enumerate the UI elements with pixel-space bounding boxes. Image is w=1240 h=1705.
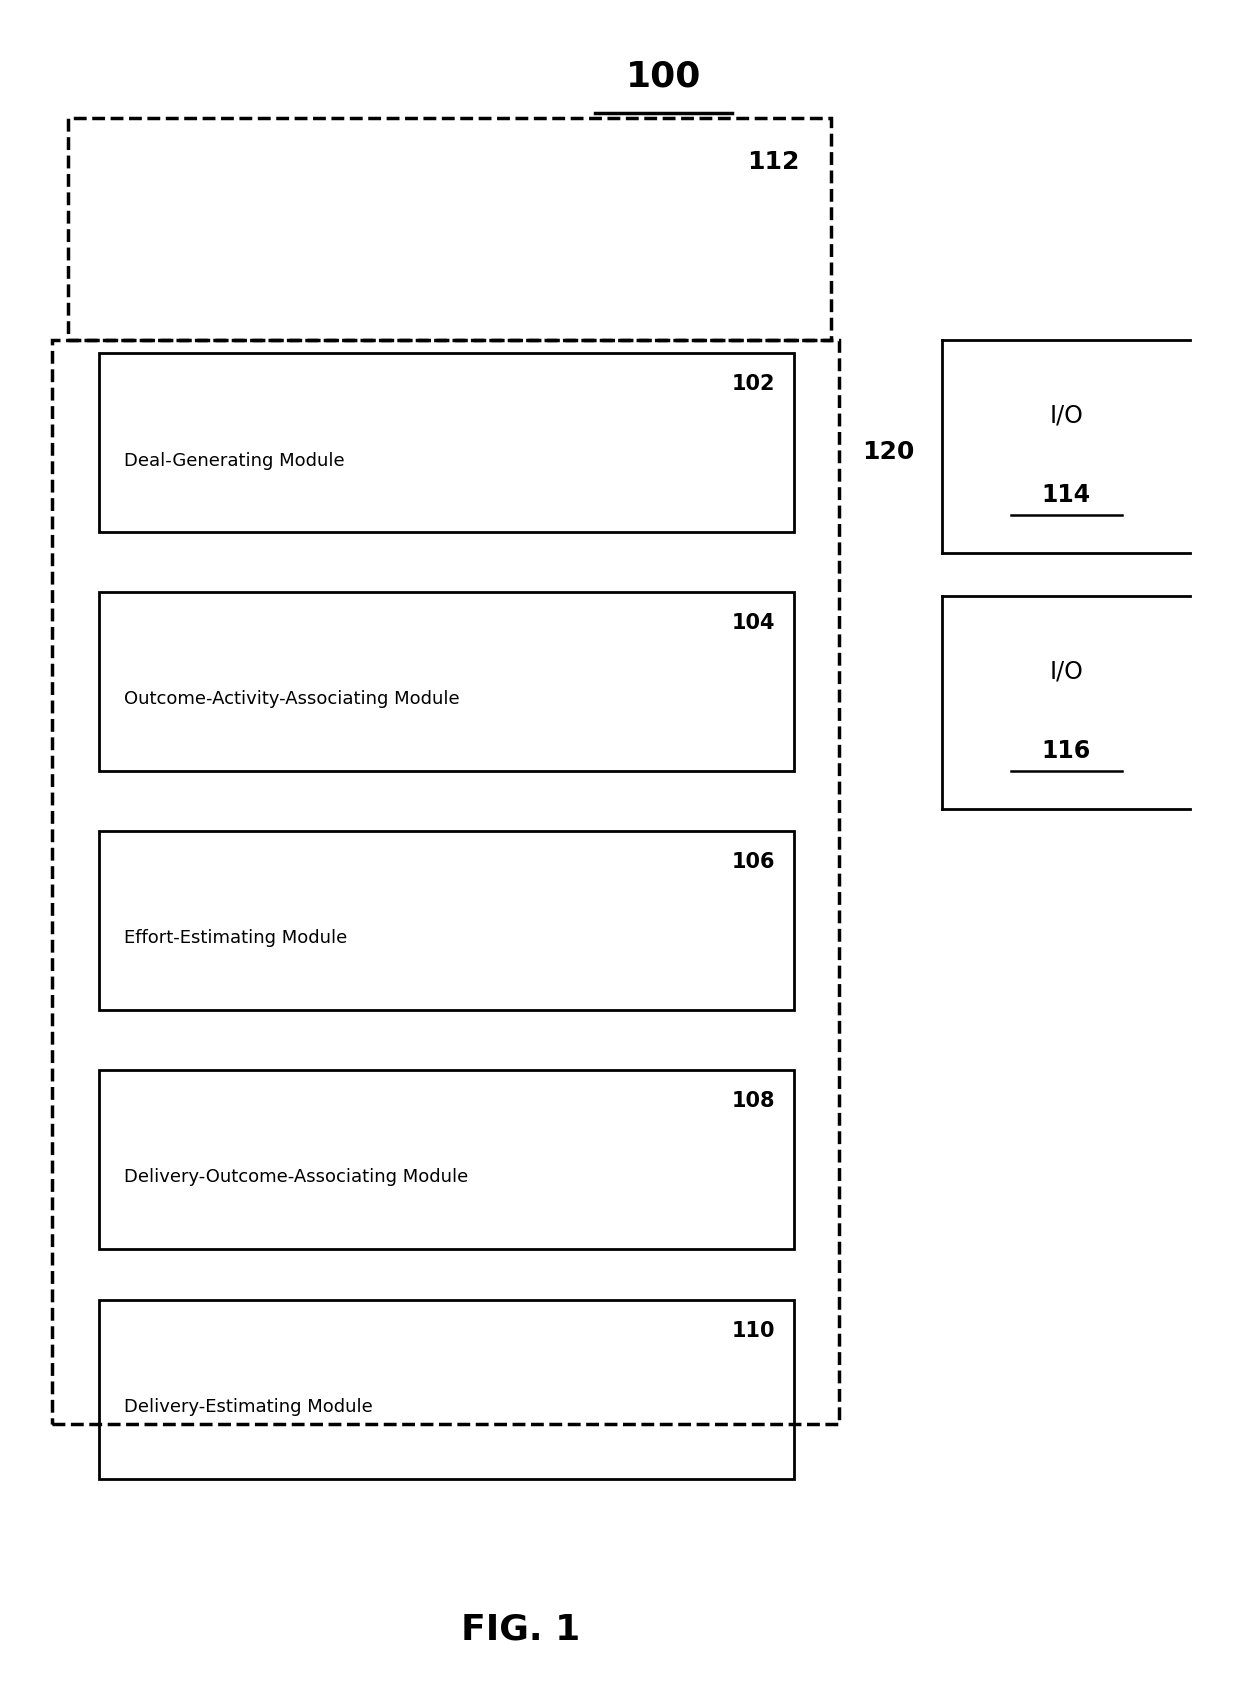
Text: 108: 108	[732, 1091, 775, 1110]
Text: 116: 116	[1042, 738, 1091, 762]
Text: Delivery-Outcome-Associating Module: Delivery-Outcome-Associating Module	[124, 1168, 469, 1185]
Text: 112: 112	[748, 150, 800, 174]
Text: 100: 100	[626, 60, 701, 94]
Text: 110: 110	[732, 1320, 775, 1340]
Text: Outcome-Activity-Associating Module: Outcome-Activity-Associating Module	[124, 691, 460, 708]
Text: Effort-Estimating Module: Effort-Estimating Module	[124, 929, 347, 946]
Text: 114: 114	[1042, 483, 1091, 506]
Text: 106: 106	[732, 851, 775, 871]
Text: 120: 120	[862, 440, 914, 464]
Text: 104: 104	[732, 614, 775, 633]
Text: Deal-Generating Module: Deal-Generating Module	[124, 452, 345, 469]
Text: 102: 102	[732, 375, 775, 394]
Text: FIG. 1: FIG. 1	[461, 1611, 580, 1645]
Text: I/O: I/O	[1049, 404, 1084, 428]
Text: Delivery-Estimating Module: Delivery-Estimating Module	[124, 1398, 373, 1415]
Text: I/O: I/O	[1049, 660, 1084, 684]
